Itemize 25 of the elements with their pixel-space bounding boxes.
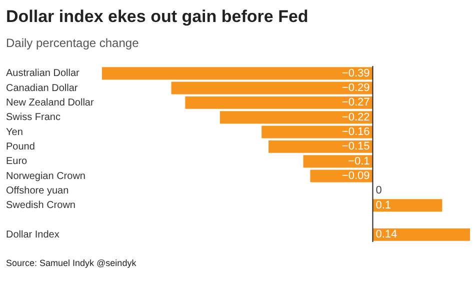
data-label: 0.14: [376, 228, 398, 241]
chart-subtitle: Daily percentage change: [6, 36, 140, 50]
data-label: −0.16: [342, 126, 370, 138]
data-label: −0.27: [342, 96, 370, 109]
data-label: −0.15: [342, 140, 370, 153]
data-label: 0.1: [376, 199, 392, 212]
chart-title: Dollar index ekes out gain before Fed: [6, 6, 310, 28]
data-label: −0.09: [342, 170, 370, 182]
y-tick-label: Swiss Franc: [6, 112, 60, 124]
data-label: −0.29: [342, 82, 370, 94]
y-tick-label: Euro: [6, 156, 28, 168]
y-tick-label: Canadian Dollar: [6, 82, 78, 94]
y-tick-label: Swedish Crown: [6, 200, 76, 212]
y-tick-label: New Zealand Dollar: [6, 97, 94, 108]
y-tick-label: Norwegian Crown: [6, 170, 86, 182]
y-tick-label: Pound: [6, 141, 35, 152]
data-label: −0.1: [348, 155, 370, 168]
source-note: Source: Samuel Indyk @seindyk: [6, 258, 138, 268]
y-tick-label: Dollar Index: [6, 229, 60, 240]
data-label: −0.39: [342, 67, 370, 80]
y-tick-label: Australian Dollar: [6, 68, 80, 80]
data-label: 0: [376, 184, 382, 197]
y-tick-label: Yen: [6, 126, 23, 138]
y-tick-label: Offshore yuan: [6, 185, 69, 196]
data-label: −0.22: [342, 111, 370, 124]
